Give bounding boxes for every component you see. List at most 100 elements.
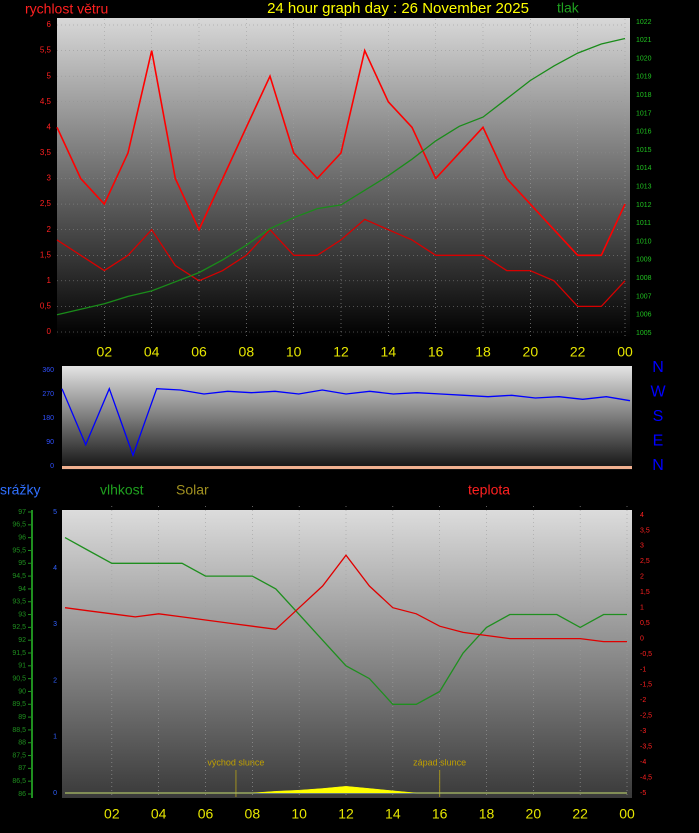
y-tick-label: 86,5	[12, 778, 26, 785]
x-tick-label: 00	[619, 806, 635, 822]
x-tick-label: 14	[385, 806, 401, 822]
y2-tick-label: N	[652, 359, 664, 376]
y-tick-label: 89,5	[12, 701, 26, 708]
y-label: vlhkost	[100, 482, 144, 498]
x-tick-label: 18	[479, 806, 495, 822]
y-tick-label: 94	[18, 586, 26, 593]
x-tick-label: 20	[526, 806, 542, 822]
y2-tick-label: 1019	[636, 74, 652, 81]
x-tick-label: 16	[432, 806, 448, 822]
y2-tick-label: 1022	[636, 19, 652, 26]
y2-tick-label: -4	[640, 759, 646, 766]
y-tick-label: 0	[47, 327, 52, 336]
y3-tick-label: 3	[53, 621, 57, 628]
x-tick-label: 08	[245, 806, 261, 822]
y2-tick-label: 1009	[636, 257, 652, 264]
series-line	[64, 537, 627, 705]
y-tick-label: 95,5	[12, 547, 26, 554]
x-tick-label: 12	[333, 344, 349, 360]
y-tick-label: 6	[47, 20, 52, 29]
y-tick-label: 270	[42, 391, 54, 398]
y-tick-label: 0,5	[40, 302, 52, 311]
y-tick-label: 4	[47, 122, 52, 131]
y2-tick-label: 1008	[636, 275, 652, 282]
x-tick-label: 02	[97, 344, 113, 360]
y2-tick-label: -5	[640, 790, 646, 797]
y-tick-label: 90	[18, 688, 26, 695]
y2-tick-label: 1020	[636, 55, 652, 62]
y-tick-label: 180	[42, 415, 54, 422]
y2-tick-label: E	[653, 433, 664, 450]
x-tick-label: 02	[104, 806, 120, 822]
y-label: rychlost větru	[25, 1, 108, 17]
y-tick-label: 3	[47, 174, 52, 183]
y2-tick-label: 1015	[636, 147, 652, 154]
y2-tick-label: 3	[640, 543, 644, 550]
x-tick-label: 10	[286, 344, 302, 360]
x-tick-label: 08	[239, 344, 255, 360]
y2-tick-label: 1014	[636, 165, 652, 172]
chart-title: 24 hour graph day : 26 November 2025	[267, 0, 529, 17]
y-tick-label: 2	[47, 225, 52, 234]
y-tick-label: 3,5	[40, 148, 52, 157]
y2-tick-label: W	[650, 384, 666, 401]
y2-tick-label: 1010	[636, 238, 652, 245]
y-tick-label: 91	[18, 663, 26, 670]
y2-tick-label: 1,5	[640, 589, 650, 596]
y-tick-label: 88,5	[12, 727, 26, 734]
y-tick-label: 97	[18, 509, 26, 516]
y-tick-label: 92,5	[12, 624, 26, 631]
series-line	[61, 386, 631, 458]
y2-tick-label: 1006	[636, 312, 652, 319]
y-tick-label: 5,5	[40, 46, 52, 55]
y2-tick-label: -3,5	[640, 744, 652, 751]
y-tick-label: 360	[42, 367, 54, 374]
y-tick-label: 88	[18, 740, 26, 747]
series-line	[64, 554, 627, 643]
y2-tick-label: 2,5	[640, 558, 650, 565]
x-tick-label: 22	[572, 806, 588, 822]
y-tick-label: 90	[46, 439, 54, 446]
y-tick-label: 86	[18, 791, 26, 798]
annotation: východ slunce	[207, 757, 264, 767]
x-tick-label: 14	[381, 344, 397, 360]
y-tick-label: 90,5	[12, 675, 26, 682]
y2-tick-label: -4,5	[640, 774, 652, 781]
y-tick-label: 87,5	[12, 752, 26, 759]
y2-tick-label: 1017	[636, 110, 652, 117]
x-tick-label: 04	[151, 806, 167, 822]
y2-tick-label: 3,5	[640, 527, 650, 534]
y2-tick-label: 1007	[636, 293, 652, 300]
x-tick-label: 16	[428, 344, 444, 360]
y-tick-label: 96	[18, 534, 26, 541]
y3-label: srážky	[0, 482, 40, 498]
y-tick-label: 89	[18, 714, 26, 721]
y2-tick-label: 2	[640, 574, 644, 581]
series-line	[56, 48, 626, 257]
y2-tick-label: -2	[640, 697, 646, 704]
y2-tick-label: 1011	[636, 220, 651, 227]
y2-tick-label: 1021	[636, 37, 652, 44]
x-tick-label: 10	[291, 806, 307, 822]
y-tick-label: 87	[18, 765, 26, 772]
y2-tick-label: 4	[640, 512, 644, 519]
y2-label: tlak	[557, 0, 580, 16]
y-tick-label: 95	[18, 560, 26, 567]
solar-area	[65, 786, 627, 794]
y-tick-label: 4,5	[40, 97, 52, 106]
solar-label: Solar	[176, 482, 209, 498]
x-tick-label: 22	[570, 344, 586, 360]
x-tick-label: 00	[617, 344, 633, 360]
y3-tick-label: 5	[53, 509, 57, 516]
y2-tick-label: 1005	[636, 330, 652, 337]
y-tick-label: 1,5	[40, 250, 52, 259]
y2-tick-label: 0,5	[640, 620, 650, 627]
y-tick-label: 2,5	[40, 199, 52, 208]
plot-background	[57, 18, 630, 338]
y-tick-label: 5	[47, 71, 52, 80]
x-tick-label: 12	[338, 806, 354, 822]
series-line	[56, 37, 626, 316]
y2-label: teplota	[468, 482, 510, 498]
baseline	[62, 466, 632, 469]
y2-tick-label: 1013	[636, 183, 652, 190]
